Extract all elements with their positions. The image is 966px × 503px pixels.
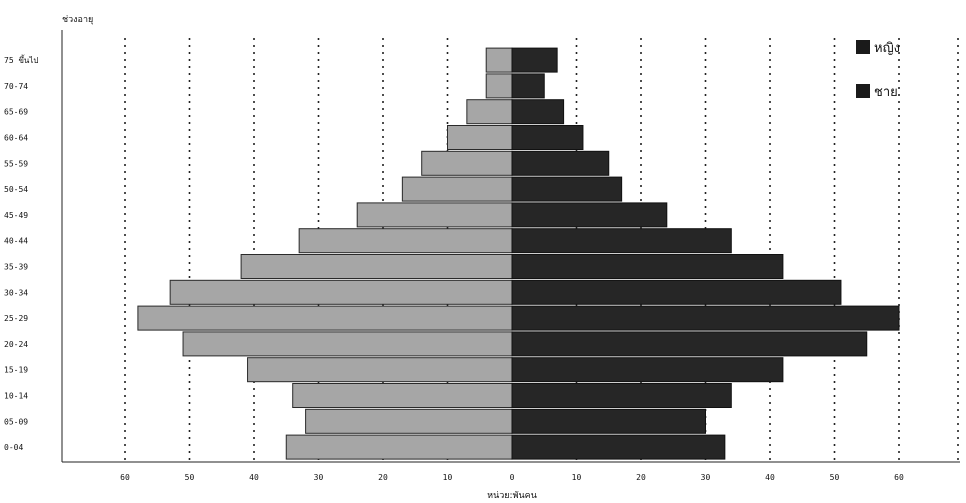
bar-female-70-74 <box>485 73 513 99</box>
y-tick-label: 65-69 <box>4 108 28 117</box>
x-tick-label: 30 <box>701 473 711 482</box>
bar-female-30-34 <box>169 279 513 305</box>
bar-male-20-24 <box>511 331 868 357</box>
y-tick-label: 50-54 <box>4 185 28 194</box>
x-tick-label: 0 <box>510 473 515 482</box>
bar-male-70-74 <box>511 73 545 99</box>
bar-female-60-64 <box>447 125 513 150</box>
bar-male-25-29 <box>511 305 900 331</box>
x-tick-label: 60 <box>894 473 904 482</box>
bar-male-05-09 <box>511 408 706 434</box>
x-tick-label: 60 <box>120 473 130 482</box>
y-tick-label: 40-44 <box>4 237 28 246</box>
y-axis-title: ช่วงอายุ <box>62 15 93 25</box>
bar-female-65-69 <box>466 99 513 125</box>
bar-female-0-04 <box>285 434 513 460</box>
x-axis-title: หน่วย:พันคน <box>487 491 537 501</box>
y-tick-label: 70-74 <box>4 82 28 91</box>
y-axis: 0-04 05-09 10-14 15-19 20-24 25-29 30-34 35-39 4… <box>4 30 63 462</box>
y-tick-label: 55-59 <box>4 159 28 168</box>
legend-swatch-female <box>856 40 870 54</box>
bar-male-40-44 <box>511 228 732 254</box>
x-tick-label: 30 <box>314 473 324 482</box>
bar-female-50-54 <box>401 176 513 202</box>
y-tick-label: 15-19 <box>4 366 28 375</box>
bar-female-40-44 <box>298 228 513 254</box>
bar-male-75 ขึ้นไป <box>511 47 558 73</box>
bar-male-10-14 <box>511 383 732 408</box>
y-tick-label: 20-24 <box>4 340 28 349</box>
x-tick-label: 20 <box>378 473 388 482</box>
bar-female-25-29 <box>137 305 513 331</box>
y-tick-label: 35-39 <box>4 263 28 272</box>
x-tick-label: 40 <box>765 473 775 482</box>
legend: หญิง ชาย <box>856 40 900 100</box>
bars <box>137 47 900 460</box>
x-tick-label: 50 <box>185 473 195 482</box>
y-tick-label: 05-09 <box>4 417 28 426</box>
legend-label-male: ชาย <box>874 85 898 100</box>
bar-male-35-39 <box>511 254 784 279</box>
x-tick-label: 20 <box>636 473 646 482</box>
bar-male-55-59 <box>511 150 610 176</box>
y-tick-label: 60-64 <box>4 134 28 143</box>
legend-label-female: หญิง <box>874 41 900 56</box>
bar-female-75 ขึ้นไป <box>485 47 513 73</box>
x-tick-label: 10 <box>443 473 453 482</box>
y-tick-label: 25-29 <box>4 314 28 323</box>
bar-male-30-34 <box>511 279 842 305</box>
bar-female-45-49 <box>356 202 513 228</box>
bar-female-10-14 <box>292 383 513 408</box>
y-tick-label: 30-34 <box>4 288 28 297</box>
bar-male-50-54 <box>511 176 623 202</box>
y-tick-label: 75 ขึ้นไป <box>4 54 39 65</box>
x-axis: 60 50 40 30 20 10 0 10 20 30 40 50 60 <box>62 461 960 482</box>
y-tick-label: 45-49 <box>4 211 28 220</box>
x-tick-label: 10 <box>572 473 582 482</box>
bar-male-15-19 <box>511 357 784 383</box>
y-tick-label: 0-04 <box>4 443 23 452</box>
bar-male-60-64 <box>511 125 584 150</box>
bar-female-15-19 <box>247 357 513 383</box>
legend-swatch-male <box>856 84 870 98</box>
y-tick-label: 10-14 <box>4 392 28 401</box>
x-tick-label: 40 <box>249 473 259 482</box>
bar-male-45-49 <box>511 202 668 228</box>
bar-female-55-59 <box>421 150 513 176</box>
bar-female-05-09 <box>305 408 513 434</box>
bar-female-20-24 <box>182 331 513 357</box>
bar-female-35-39 <box>240 254 513 279</box>
bar-male-0-04 <box>511 434 726 460</box>
x-tick-label: 50 <box>830 473 840 482</box>
bar-male-65-69 <box>511 99 565 125</box>
